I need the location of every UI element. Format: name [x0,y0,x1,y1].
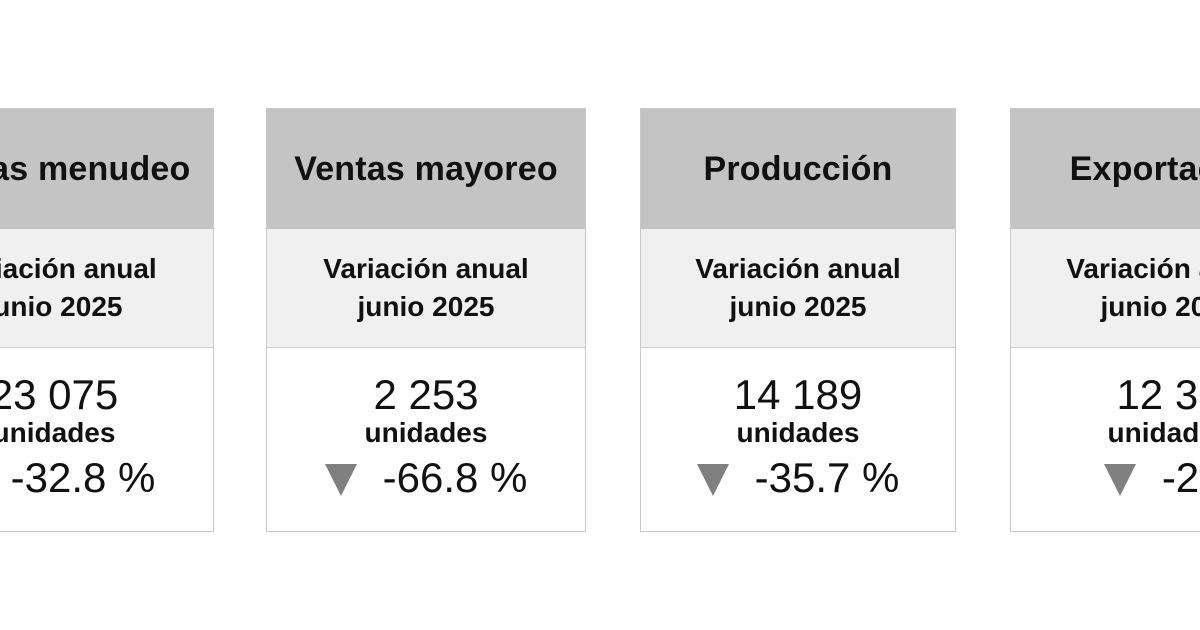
card-ventas-mayoreo: Ventas mayoreo Variación anual junio 202… [266,108,586,532]
change-value: -66.8 % [382,454,528,501]
card-body: 12 33 unidades -20. [1011,348,1200,502]
card-change: -66.8 % [324,454,528,502]
card-unit: unidades [1107,417,1200,448]
subtitle-line-2: junio 2025 [1100,291,1200,322]
card-produccion: Producción Variación anual junio 2025 14… [640,108,956,532]
card-title: Ventas menudeo [0,109,213,229]
subtitle-line-1: Variación anual [0,253,157,284]
subtitle-line-1: Variación anual [695,253,901,284]
card-body: 23 075 unidades -32.8 % [0,348,213,502]
subtitle-line-2: junio 2025 [0,291,123,322]
card-unit: unidades [736,417,860,448]
card-title: Producción [641,109,955,229]
card-subtitle: Variación anual junio 2025 [267,229,585,348]
card-value: 2 253 [373,371,479,418]
card-change: -20. [1103,454,1200,502]
card-subtitle: Variación anual junio 2025 [0,229,213,348]
card-subtitle: Variación anual junio 2025 [1011,229,1200,348]
card-change: -35.7 % [696,454,900,502]
card-body: 2 253 unidades -66.8 % [267,348,585,502]
change-value: -32.8 % [10,454,156,501]
card-title: Exportación [1011,109,1200,229]
change-value: -20. [1161,454,1200,501]
subtitle-line-1: Variación anual [1066,253,1200,284]
card-value: 14 189 [733,371,863,418]
card-value: 12 33 [1116,371,1200,418]
change-value: -35.7 % [754,454,900,501]
card-subtitle: Variación anual junio 2025 [641,229,955,348]
card-title: Ventas mayoreo [267,109,585,229]
down-triangle-icon [696,464,729,496]
card-exportacion: Exportación Variación anual junio 2025 1… [1010,108,1200,532]
subtitle-line-1: Variación anual [323,253,529,284]
card-unit: unidades [364,417,488,448]
card-body: 14 189 unidades -35.7 % [641,348,955,502]
subtitle-line-2: junio 2025 [729,291,867,322]
card-unit: unidades [0,417,116,448]
down-triangle-icon [1103,464,1136,496]
down-triangle-icon [324,464,357,496]
subtitle-line-2: junio 2025 [357,291,495,322]
card-change: -32.8 % [0,454,156,502]
card-value: 23 075 [0,371,119,418]
card-ventas-menudeo: Ventas menudeo Variación anual junio 202… [0,108,214,532]
